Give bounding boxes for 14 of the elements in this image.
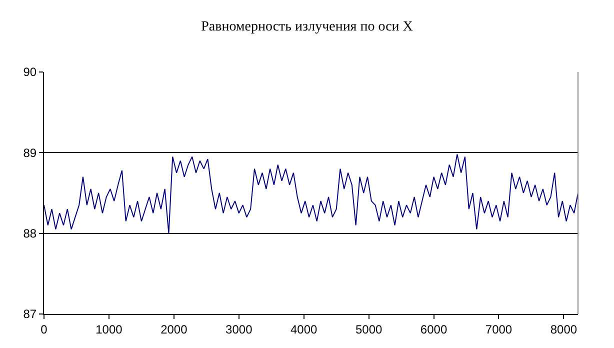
x-tick-label: 7000 [485,322,512,336]
x-tick-label: 8000 [550,322,578,336]
y-tick-label: 88 [23,226,37,241]
x-tick-label: 6000 [420,322,448,336]
x-tick-label: 2000 [160,322,188,336]
x-tick-label: 3000 [226,322,253,336]
x-tick-label: 5000 [355,322,382,336]
x-tick-label: 4000 [290,322,318,336]
y-tick-label: 89 [23,146,37,160]
x-tick-label: 1000 [96,322,123,336]
chart-title: Равномерность излучения по оси X [201,20,413,35]
y-tick-label: 90 [23,65,37,80]
x-tick-label: 0 [40,322,48,336]
y-tick-label: 87 [23,307,37,322]
